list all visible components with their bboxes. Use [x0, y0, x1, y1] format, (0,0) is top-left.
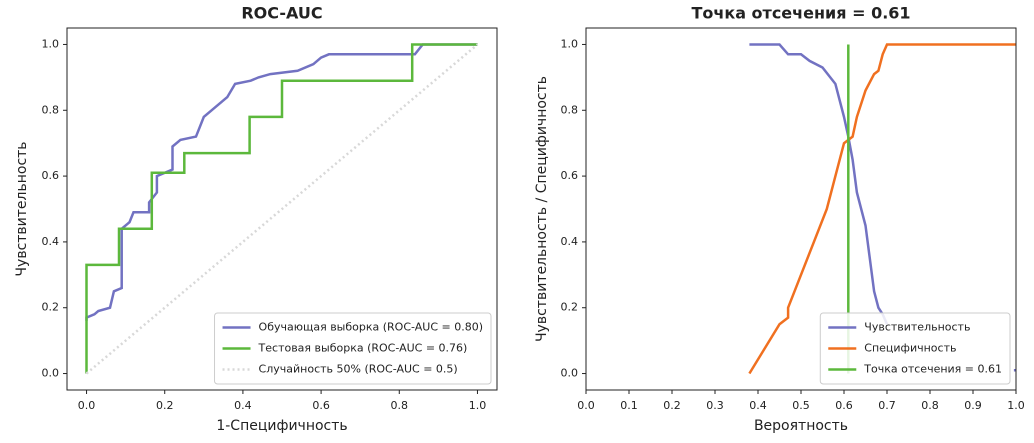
legend-label: Случайность 50% (ROC-AUC = 0.5) — [259, 363, 458, 376]
y-axis-label: Чувствительность — [14, 141, 30, 276]
axes-frame — [66, 27, 498, 391]
x-tick-label: 0.5 — [792, 399, 810, 412]
x-tick-label: 0.0 — [577, 399, 595, 412]
x-tick-label: 0.1 — [620, 399, 638, 412]
x-tick-label: 0.2 — [663, 399, 681, 412]
y-tick-label: 0.6 — [42, 169, 60, 182]
y-tick-label: 0.6 — [561, 169, 579, 182]
x-tick-label: 0.6 — [835, 399, 853, 412]
x-tick-label: 0.2 — [156, 399, 174, 412]
legend-label: Чувствительность — [864, 321, 970, 334]
y-tick-label: 1.0 — [42, 37, 60, 50]
series-line — [85, 43, 479, 375]
series-line — [748, 43, 1016, 375]
y-tick-label: 0.2 — [561, 301, 579, 314]
chart-title: Точка отсечения = 0.61 — [691, 4, 910, 23]
x-tick-label: 0.7 — [878, 399, 896, 412]
x-tick-label: 0.6 — [312, 399, 330, 412]
y-tick-label: 0.0 — [42, 367, 60, 380]
y-tick-label: 0.8 — [561, 103, 579, 116]
x-tick-label: 1.0 — [1007, 399, 1025, 412]
x-axis-label: 1-Специфичность — [216, 418, 347, 434]
x-tick-label: 0.9 — [964, 399, 982, 412]
x-axis-label: Вероятность — [754, 418, 848, 434]
legend: Обучающая выборка (ROC-AUC = 0.80) Тестов… — [214, 312, 492, 385]
y-tick-label: 0.2 — [42, 301, 60, 314]
legend-frame — [819, 312, 1011, 385]
y-tick-label: 0.4 — [42, 235, 60, 248]
x-tick-label: 0.0 — [78, 399, 96, 412]
x-tick-label: 1.0 — [469, 399, 487, 412]
axes-frame — [585, 27, 1017, 391]
legend-label: Точка отсечения = 0.61 — [863, 363, 1002, 376]
legend-label: Обучающая выборка (ROC-AUC = 0.80) — [259, 321, 483, 334]
x-tick-label: 0.4 — [234, 399, 252, 412]
y-axis-label: Чувствительность / Специфичность — [534, 76, 550, 342]
y-tick-label: 0.8 — [42, 103, 60, 116]
x-tick-label: 0.8 — [391, 399, 409, 412]
y-tick-label: 0.4 — [561, 235, 579, 248]
x-tick-label: 0.3 — [706, 399, 724, 412]
legend: Чувствительность Специфичность Точка отсеч… — [819, 312, 1011, 385]
legend-frame — [214, 312, 492, 385]
x-tick-label: 0.8 — [921, 399, 939, 412]
chart-title: ROC-AUC — [241, 4, 322, 23]
legend-label: Специфичность — [864, 342, 956, 355]
x-tick-label: 0.4 — [749, 399, 767, 412]
series-line — [85, 43, 478, 374]
y-tick-label: 1.0 — [561, 37, 579, 50]
legend-label: Тестовая выборка (ROC-AUC = 0.76) — [258, 342, 468, 355]
y-tick-label: 0.0 — [561, 367, 579, 380]
series-line — [85, 43, 478, 321]
